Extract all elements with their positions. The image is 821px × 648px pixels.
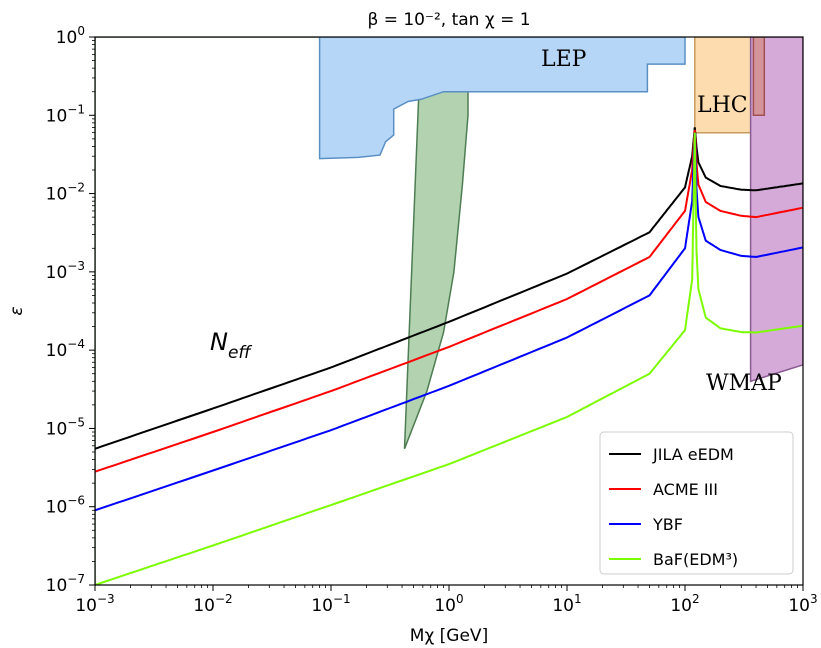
legend-entry: JILA eEDM (652, 445, 734, 464)
y-tick-label: 10−7 (46, 572, 85, 596)
legend-box (599, 431, 794, 575)
y-tick-label: 10−6 (46, 494, 85, 518)
y-tick-label: 10−4 (46, 337, 85, 361)
regions-layer (95, 37, 803, 585)
region-labels: LEP LHC WMAP Neff (210, 47, 782, 396)
x-tick-label: 10−1 (311, 592, 350, 616)
region-lhc (694, 37, 755, 134)
region-n_eff (95, 37, 469, 585)
legend: JILA eEDM ACME III YBF BaF(EDM³) (599, 431, 794, 575)
legend-entry: ACME III (653, 480, 718, 499)
lep-label: LEP (541, 47, 587, 72)
x-tick-label: 10−2 (193, 592, 232, 616)
neff-label: Neff (210, 328, 252, 363)
y-tick-label: 10−5 (46, 415, 85, 439)
y-tick-label: 10−1 (46, 102, 85, 126)
y-tick-label: 10−2 (46, 181, 85, 205)
series-line-3 (95, 132, 803, 585)
x-axis: 10−3 10−2 10−1 100 101 102 103 (75, 585, 818, 616)
wmap-label: WMAP (706, 371, 782, 396)
series-layer (95, 127, 803, 585)
legend-entry: YBF (652, 515, 683, 534)
x-tick-label: 103 (788, 592, 817, 616)
y-axis-title: ε (7, 306, 27, 315)
lhc-label: LHC (697, 93, 748, 118)
region-lep (318, 37, 686, 160)
region-wmap (749, 37, 803, 383)
x-axis-title: Mχ [GeV] (410, 626, 488, 646)
y-axis: 10−7 10−6 10−5 10−4 10−3 10−2 10−1 100 (46, 24, 95, 596)
chart-title: β = 10⁻², tan χ = 1 (367, 10, 530, 30)
x-tick-label: 101 (552, 592, 581, 616)
y-tick-label: 100 (56, 24, 85, 48)
region-red-patch (752, 37, 766, 117)
x-tick-label: 100 (434, 592, 463, 616)
legend-entry: BaF(EDM³) (653, 550, 738, 569)
x-tick-label: 102 (670, 592, 699, 616)
y-tick-label: 10−3 (46, 259, 85, 283)
x-tick-label: 10−3 (75, 592, 114, 616)
